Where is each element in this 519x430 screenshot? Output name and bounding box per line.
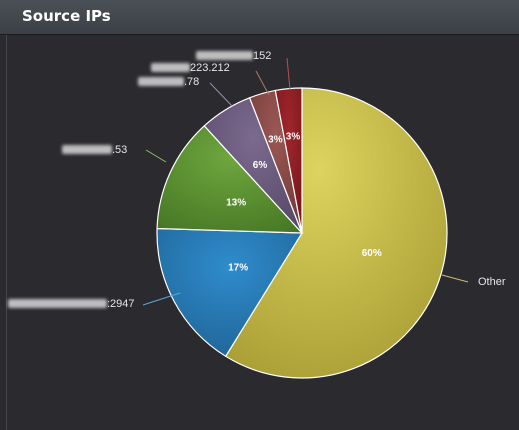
obscured-ip-label	[62, 145, 112, 154]
leader-line	[209, 82, 233, 107]
pie-slice-0[interactable]	[224, 87, 448, 379]
panel-left-edge	[6, 35, 7, 430]
slice-label: :2947	[107, 298, 135, 310]
slice-percent-label: 3%	[286, 131, 301, 142]
slice-percent-label: 17%	[228, 262, 248, 273]
slice-percent-label: 6%	[253, 160, 268, 171]
slice-label: .78	[184, 76, 199, 88]
slice-percent-label: 60%	[362, 248, 382, 259]
leader-line	[142, 292, 181, 306]
pie-slice-2[interactable]	[156, 124, 304, 234]
slice-percent-label: 3%	[268, 135, 283, 146]
pie-slice-5[interactable]	[274, 87, 303, 234]
obscured-ip-label	[8, 299, 107, 308]
slice-label: 152	[253, 50, 271, 62]
obscured-ip-label	[151, 63, 190, 72]
pie-slice-1[interactable]	[156, 227, 304, 358]
slice-percent-label: 13%	[226, 198, 246, 209]
slice-label: .53	[112, 144, 127, 156]
leader-line	[286, 57, 291, 91]
slice-label: 223.212	[190, 62, 230, 74]
panel-title: Source IPs	[22, 7, 111, 25]
obscured-ip-label	[138, 77, 184, 86]
leader-line	[255, 70, 270, 96]
pie-chart: 60% Other 17% :2947 13% .53 6% .78 3% 223.212 3% 15…	[8, 50, 506, 379]
panel-header: Source IPs	[0, 0, 519, 35]
leader-line	[145, 149, 167, 163]
slice-label: Other	[478, 276, 506, 288]
leader-line	[441, 274, 469, 283]
obscured-ip-label	[196, 51, 253, 60]
